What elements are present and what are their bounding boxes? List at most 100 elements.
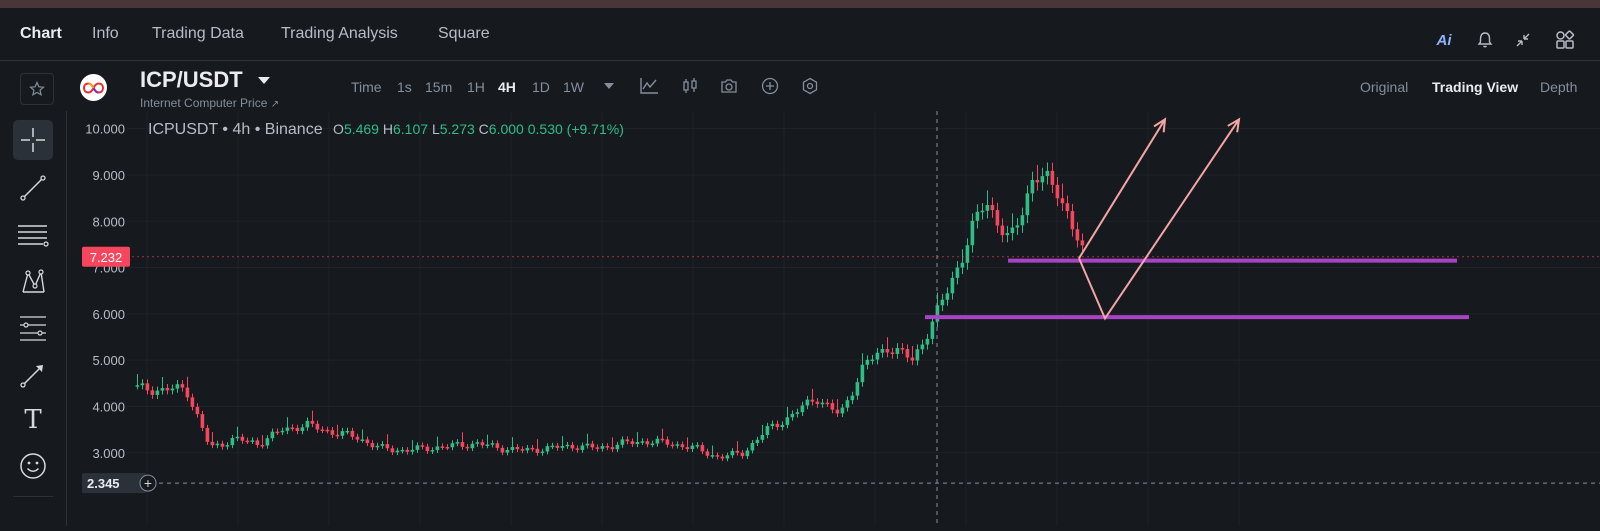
ohlc-legend: ICPUSDT • 4h • Binance O5.469 H6.107 L5.…: [148, 121, 624, 139]
candle-body: [610, 447, 615, 450]
candle-body: [920, 344, 925, 350]
interval-15m[interactable]: 15m: [425, 79, 453, 95]
candle-body: [180, 384, 185, 388]
legend-exchange: Binance: [264, 121, 323, 138]
add-icon[interactable]: [759, 75, 781, 97]
ai-icon[interactable]: Ai: [1432, 28, 1456, 52]
candle-body: [800, 405, 805, 413]
current-price-tag: [82, 246, 130, 267]
grid-icon[interactable]: [1553, 28, 1577, 52]
projection-arrow: [1078, 118, 1166, 259]
fib-lines-icon[interactable]: [13, 215, 53, 255]
favorite-button[interactable]: [20, 73, 54, 105]
y-tick-label: 4.000: [92, 399, 125, 414]
y-tick-label: 10.000: [85, 122, 125, 137]
candle-body: [555, 445, 560, 448]
candle-body: [940, 299, 945, 306]
camera-icon[interactable]: [718, 75, 740, 97]
y-tick-label: 8.000: [92, 214, 125, 229]
candle-body: [855, 382, 860, 396]
view-original[interactable]: Original: [1360, 79, 1409, 95]
candle-body: [190, 397, 195, 407]
candle-body: [605, 446, 610, 448]
trendline-icon[interactable]: [13, 168, 53, 208]
text-icon[interactable]: T: [13, 400, 53, 440]
interval-1h[interactable]: 1H: [467, 79, 485, 95]
candle-body: [560, 446, 565, 448]
candle-body: [1020, 215, 1025, 226]
tab-info[interactable]: Info: [92, 25, 119, 42]
candle-body: [970, 220, 975, 246]
emoji-icon[interactable]: [13, 446, 53, 486]
candle-body: [950, 277, 955, 294]
view-trading-view[interactable]: Trading View: [1432, 79, 1519, 95]
candle-body: [475, 442, 480, 444]
candle-body: [550, 445, 555, 448]
candle-body: [230, 437, 235, 446]
candle-body: [210, 441, 215, 446]
view-depth[interactable]: Depth: [1540, 79, 1578, 95]
candle-body: [840, 407, 845, 414]
candle-body: [740, 452, 745, 457]
candle-body: [505, 449, 510, 453]
candle-body: [530, 447, 535, 450]
candle-body: [135, 385, 140, 387]
candle-body: [1015, 225, 1020, 228]
pair-subtitle[interactable]: Internet Computer Price ↗: [140, 96, 279, 110]
candle-body: [650, 443, 655, 446]
candle-body: [765, 426, 770, 436]
candle-body: [750, 442, 755, 451]
candle-body: [260, 444, 265, 447]
candle-body: [955, 267, 960, 278]
candle-body: [570, 444, 575, 449]
candle-body: [1035, 179, 1040, 183]
candle-body: [390, 448, 395, 453]
candle-body: [185, 387, 190, 398]
collapse-icon[interactable]: [1511, 28, 1535, 52]
tab-trading-data[interactable]: Trading Data: [152, 25, 244, 42]
brush-icon[interactable]: [13, 355, 53, 395]
y-tick-label: 9.000: [92, 168, 125, 183]
candle-body: [795, 412, 800, 414]
candle-body: [365, 439, 370, 444]
interval-1d[interactable]: 1D: [532, 79, 550, 95]
drawing-toolbar: T: [0, 111, 67, 526]
tab-trading-analysis[interactable]: Trading Analysis: [281, 25, 398, 42]
interval-more-icon[interactable]: [598, 75, 620, 97]
tab-chart[interactable]: Chart: [20, 25, 62, 42]
interval-time[interactable]: Time: [351, 79, 382, 95]
candle-body: [340, 431, 345, 436]
crosshair-icon[interactable]: [13, 120, 53, 160]
interval-1w[interactable]: 1W: [563, 79, 584, 95]
candle-body: [735, 450, 740, 453]
interval-4h[interactable]: 4H: [498, 79, 516, 95]
candle-body: [385, 444, 390, 449]
measure-icon[interactable]: [13, 308, 53, 348]
tab-square[interactable]: Square: [438, 25, 490, 42]
indicators-icon[interactable]: [679, 75, 701, 97]
pair-dropdown-icon[interactable]: [258, 77, 270, 84]
ai-icon-text: Ai: [1436, 31, 1452, 49]
candle-body: [980, 210, 985, 213]
candle-body: [690, 445, 695, 450]
candle-body: [355, 436, 360, 440]
chart-area[interactable]: 10.000 9.000 8.000 7.000 6.000 5.000 4.000 3.00…: [67, 111, 1600, 526]
candlestick-chart[interactable]: 10.0009.0008.0007.0006.0005.0004.0003.00…: [67, 111, 1600, 526]
y-tick-label: 6.000: [92, 307, 125, 322]
pair-title[interactable]: ICP/USDT: [140, 67, 243, 92]
candle-body: [810, 399, 815, 402]
candle-body: [455, 442, 460, 444]
candle-body: [615, 444, 620, 450]
candle-body: [660, 438, 665, 441]
candle-body: [965, 245, 970, 263]
settings-icon[interactable]: [799, 75, 821, 97]
interval-1s[interactable]: 1s: [397, 79, 412, 95]
chart-style-icon[interactable]: [638, 75, 660, 97]
candle-body: [925, 338, 930, 345]
candle-body: [270, 431, 275, 439]
bell-icon[interactable]: [1473, 28, 1497, 52]
candle-body: [990, 205, 995, 211]
candle-body: [1055, 184, 1060, 199]
pattern-icon[interactable]: [13, 262, 53, 302]
candle-body: [595, 447, 600, 449]
